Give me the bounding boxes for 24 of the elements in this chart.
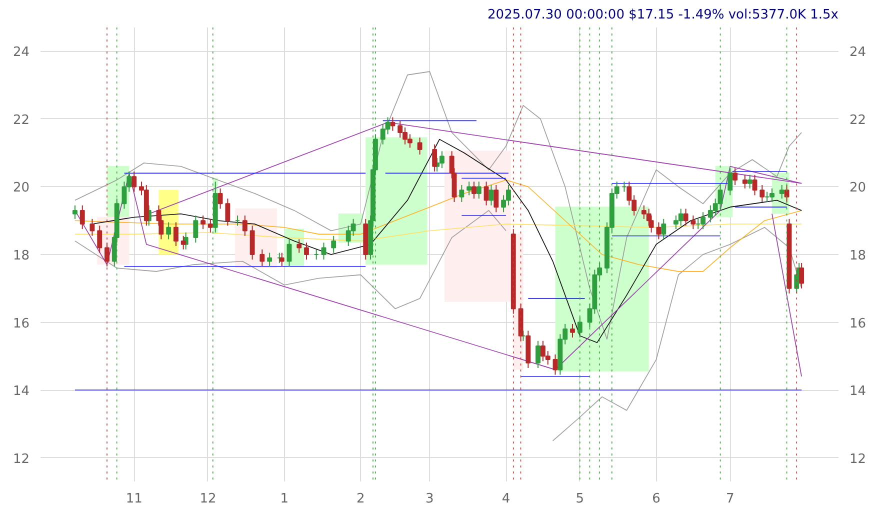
y-tick-label: 16	[12, 316, 30, 332]
x-tick-label: 2	[356, 492, 365, 505]
y-tick-label: 18	[12, 248, 30, 264]
y-tick-label: 24	[12, 45, 30, 60]
y2-tick-label: 20	[850, 180, 866, 196]
y-tick-label: 20	[12, 180, 30, 196]
x-tick-label: 6	[652, 492, 660, 505]
y2-tick-label: 16	[850, 316, 866, 332]
y-tick-label: 12	[12, 452, 30, 467]
x-tick-label: 11	[126, 492, 142, 505]
chart-title: 2025.07.30 00:00:00 $17.15 -1.49% vol:5377.0K 1.5x	[488, 8, 839, 22]
x-tick-label: 12	[200, 492, 216, 505]
y2-tick-label: 12	[850, 452, 866, 467]
x-tick-label: 1	[280, 492, 288, 505]
x-tick-label: 3	[426, 492, 434, 505]
y-tick-label: 22	[12, 112, 30, 128]
y2-tick-label: 22	[850, 112, 866, 128]
y-tick-label: 14	[12, 384, 30, 400]
y2-tick-label: 18	[850, 248, 866, 264]
y2-tick-label: 24	[850, 45, 866, 60]
y2-tick-label: 14	[850, 384, 866, 400]
x-tick-label: 7	[726, 492, 734, 505]
x-tick-label: 4	[502, 492, 510, 505]
x-tick-label: 5	[576, 492, 584, 505]
